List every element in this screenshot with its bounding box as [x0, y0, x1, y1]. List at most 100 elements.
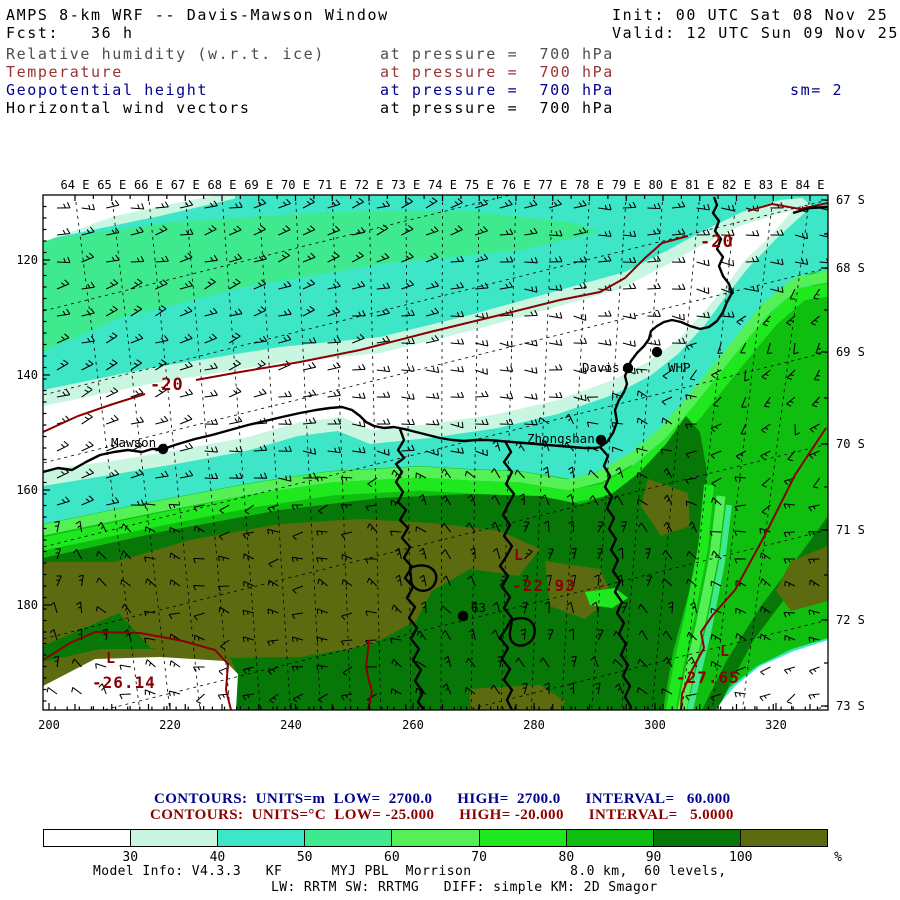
- map-frame: [42, 194, 829, 711]
- station-label: Mawson: [111, 435, 156, 450]
- colorbar-segment: [217, 830, 305, 846]
- colorbar-segment: [565, 830, 653, 846]
- field-pressure: at pressure = 700 hPa: [380, 99, 614, 117]
- station-dot: [157, 443, 169, 455]
- grid-x-tick-label: 220: [159, 718, 181, 732]
- coastline: [43, 196, 828, 710]
- colorbar-tick: 100: [729, 850, 753, 865]
- valid-time: Valid: 12 UTC Sun 09 Nov 25: [612, 24, 900, 42]
- page-title: AMPS 8-km WRF -- Davis-Mawson Window: [6, 6, 389, 24]
- lon-tick-label: 77 E: [538, 178, 567, 192]
- forecast-hour: Fcst: 36 h: [6, 24, 134, 42]
- lon-tick-label: 66 E: [134, 178, 163, 192]
- lon-tick-label: 69 E: [244, 178, 273, 192]
- model-info-line1: Model Info: V4.3.3 KF MYJ PBL Morrison 8…: [93, 864, 727, 879]
- grid-y-tick-label: 120: [16, 253, 38, 267]
- field-pressure: at pressure = 700 hPa: [380, 81, 614, 99]
- colorbar-segment: [304, 830, 392, 846]
- lon-tick-label: 74 E: [428, 178, 457, 192]
- lon-tick-label: 73 E: [391, 178, 420, 192]
- field-label: Temperature: [6, 63, 123, 81]
- low-symbol: L: [514, 546, 523, 564]
- station-label: Zhongshan: [527, 431, 595, 446]
- height-contour-legend: CONTOURS: UNITS=m LOW= 2700.0 HIGH= 2700…: [154, 791, 731, 807]
- grid-x-tick-label: 240: [280, 718, 302, 732]
- lat-tick-label: 72 S: [836, 613, 865, 627]
- wind-barbs: [46, 197, 828, 704]
- field-note: sm= 2: [790, 81, 844, 99]
- colorbar-tick: 50: [296, 850, 313, 865]
- field-label: Relative humidity (w.r.t. ice): [6, 45, 325, 63]
- lon-tick-label: 81 E: [685, 178, 714, 192]
- colorbar-segment: [739, 830, 827, 846]
- station-label: G3: [471, 600, 486, 615]
- colorbar-tick: 90: [645, 850, 662, 865]
- lon-tick-label: 67 E: [171, 178, 200, 192]
- colorbar-unit: %: [834, 850, 842, 865]
- lon-tick-label: 76 E: [502, 178, 531, 192]
- colorbar-tick: 30: [122, 850, 139, 865]
- lon-tick-label: 79 E: [612, 178, 641, 192]
- lon-tick-label: 84 E: [796, 178, 825, 192]
- grid-y-tick-label: 160: [16, 483, 38, 497]
- field-label: Horizontal wind vectors: [6, 99, 251, 117]
- station-dot: [595, 434, 607, 446]
- colorbar-segment: [391, 830, 479, 846]
- low-value: -26.14: [92, 673, 156, 692]
- low-symbol: L: [720, 642, 729, 660]
- rh-colorbar: [43, 829, 828, 847]
- field-pressure: at pressure = 700 hPa: [380, 45, 614, 63]
- colorbar-segment: [44, 830, 131, 846]
- grid-x-tick-label: 200: [38, 718, 60, 732]
- lon-tick-label: 75 E: [465, 178, 494, 192]
- lat-tick-label: 71 S: [836, 523, 865, 537]
- station-label: WHP: [668, 360, 691, 375]
- field-label: Geopotential height: [6, 81, 208, 99]
- grid-y-tick-label: 180: [16, 598, 38, 612]
- colorbar-tick: 80: [558, 850, 575, 865]
- colorbar-tick: 60: [384, 850, 400, 865]
- lon-tick-label: 82 E: [722, 178, 751, 192]
- isotherm-label: -20: [700, 232, 734, 252]
- lon-tick-label: 83 E: [759, 178, 788, 192]
- low-value: -22.93: [512, 576, 576, 595]
- low-value: -27.65: [676, 668, 740, 687]
- temperature-contours: [43, 202, 828, 710]
- lat-tick-label: 70 S: [836, 437, 865, 451]
- lat-tick-label: 67 S: [836, 193, 865, 207]
- lon-tick-label: 72 E: [355, 178, 384, 192]
- isotherm-label: -20: [150, 375, 184, 395]
- station-dot: [651, 346, 663, 358]
- lat-tick-label: 73 S: [836, 699, 865, 713]
- grid-x-tick-label: 320: [765, 718, 787, 732]
- init-time: Init: 00 UTC Sat 08 Nov 25: [612, 6, 889, 24]
- low-symbol: L: [106, 649, 115, 667]
- colorbar-segment: [652, 830, 740, 846]
- model-info-line2: LW: RRTM SW: RRTMG DIFF: simple KM: 2D S…: [271, 880, 658, 895]
- lon-tick-label: 65 E: [97, 178, 126, 192]
- grid-x-tick-label: 260: [402, 718, 424, 732]
- colorbar-tick: 40: [209, 850, 226, 865]
- colorbar-segment: [130, 830, 218, 846]
- colorbar-tick: 70: [471, 850, 487, 865]
- grid-x-tick-label: 280: [523, 718, 545, 732]
- temp-contour-legend: CONTOURS: UNITS=°C LOW= -25.000 HIGH= -2…: [150, 807, 734, 823]
- lat-tick-label: 69 S: [836, 345, 865, 359]
- station-dot: [622, 362, 634, 374]
- field-pressure: at pressure = 700 hPa: [380, 63, 614, 81]
- grid-x-tick-label: 300: [644, 718, 666, 732]
- station-label: Davis: [582, 360, 620, 375]
- lat-tick-label: 68 S: [836, 261, 865, 275]
- map-plot: 64 E 65 E 66 E 67 E 68 E 69 E 70 E 71 E 72 E 73 E…: [16, 178, 865, 732]
- lon-tick-label: 71 E: [318, 178, 347, 192]
- map-labels: 64 E 65 E 66 E 67 E 68 E 69 E 70 E 71 E 72 E 73 E…: [16, 178, 865, 732]
- colorbar-segment: [478, 830, 566, 846]
- lon-tick-label: 64 E: [61, 178, 90, 192]
- station-dot: [457, 610, 469, 622]
- lon-tick-label: 68 E: [208, 178, 237, 192]
- lon-tick-label: 78 E: [575, 178, 604, 192]
- grid-y-tick-label: 140: [16, 368, 38, 382]
- lon-tick-label: 70 E: [281, 178, 310, 192]
- lon-tick-label: 80 E: [649, 178, 678, 192]
